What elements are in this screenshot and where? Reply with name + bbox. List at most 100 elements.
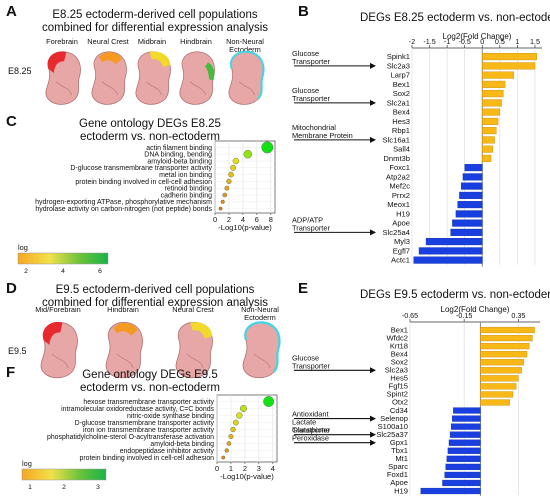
chartC-svg: 0 2 4 6 8-Log10(p-value) actin filament bindi… <box>17 140 276 275</box>
embryo-fold <box>186 353 204 369</box>
panel-f-title-line1: Gene ontology DEGs E9.5 <box>82 369 218 381</box>
panel-d-embryos: Mid/Forebrain Hindbrain Neural Crest Non-Ne… <box>35 305 288 379</box>
term-label: D-glucose transmembrane transporter acti… <box>75 420 215 427</box>
dot <box>220 199 225 204</box>
dot <box>226 178 232 185</box>
panel-b-label: B <box>298 3 309 20</box>
embryo-2 <box>135 51 171 105</box>
x-tick-label: 4 <box>241 215 245 224</box>
bar-egfl7 <box>418 247 483 255</box>
category-label: Tbx1 <box>391 446 408 455</box>
annotation-arrowhead <box>370 136 376 143</box>
x-tick-label: 0.5 <box>495 37 505 46</box>
embryo-body <box>228 51 264 105</box>
x-tick-label: 2 <box>243 464 247 473</box>
category-label: Hes5 <box>390 374 408 383</box>
dot <box>221 455 226 460</box>
category-label: Slc16a1 <box>383 135 410 144</box>
annotation-text: ADP/ATP <box>292 215 323 224</box>
dot <box>228 434 234 439</box>
annotation-text: Transporter <box>292 361 330 370</box>
x-tick-label: 8 <box>269 215 273 224</box>
embryo-0 <box>40 321 78 379</box>
dot <box>232 419 239 426</box>
panel-c-title-line1: Gene ontology DEGs E8.25 <box>79 118 221 130</box>
bar-wfdc2 <box>480 334 533 342</box>
category-label: Sox2 <box>393 89 410 98</box>
panel-d-title: E9.5 ectoderm-derived cell populations c… <box>30 284 280 310</box>
x-tick-label: 0 <box>480 37 484 46</box>
annotation-arrowhead <box>370 62 376 69</box>
bar-bex4 <box>480 351 528 358</box>
category-label: Atp2a2 <box>386 172 410 181</box>
panel-f-title-line2: ectoderm vs. non-ectoderm <box>80 382 220 394</box>
term-label: cadherin binding <box>161 192 212 199</box>
category-label: S100a10 <box>378 422 408 431</box>
term-label: intramolecular oxidoreductase activity, … <box>61 406 214 413</box>
annotation-text: Transporter <box>292 94 330 103</box>
embryo-fold <box>253 353 271 369</box>
label-part: Hindbrain <box>107 305 139 314</box>
bar-bex1 <box>480 326 535 334</box>
embryo-region <box>190 322 213 339</box>
x-tick-label: 0.35 <box>511 311 525 320</box>
chartE-svg: Log2(Fold Change) -0.65 -0.15 0.35 Bex1Wfdc2… <box>292 305 540 496</box>
bar-sparc <box>445 463 481 470</box>
bar-fgf15 <box>480 383 517 390</box>
term-label: actin filament binding <box>146 145 212 152</box>
embryo-region <box>42 321 63 345</box>
dot <box>230 426 236 433</box>
embryo-fold <box>146 81 162 96</box>
category-label: Otx2 <box>392 398 408 407</box>
category-label: Apoe <box>392 219 410 228</box>
dot <box>261 141 274 154</box>
category-label: Bex4 <box>391 349 408 358</box>
x-tick-label: -0.65 <box>402 311 418 320</box>
bar-mef2c <box>460 182 483 190</box>
dot <box>232 157 240 165</box>
embryo-fold <box>239 81 255 96</box>
embryo-label: Neural Crest <box>172 305 213 314</box>
term-label: hydrogen-exporting ATPase, phosphorylati… <box>35 199 212 206</box>
embryo-label: Forebrain <box>46 37 78 46</box>
panel-c-title-line2: ectoderm vs. non-ectoderm <box>80 131 220 143</box>
term-label: hexose transmembrane transporter activit… <box>83 399 214 406</box>
bar-cd34 <box>453 407 481 414</box>
panel-e-chart: Log2(Fold Change) -0.65 -0.15 0.35 Bex1 Wfdc2… <box>290 302 548 496</box>
term-label: nitric-oxide synthase binding <box>127 413 214 420</box>
bar-myl3 <box>425 238 483 246</box>
term-label: endopeptidase inhibitor activity <box>120 448 215 455</box>
embryo-body <box>105 321 143 379</box>
category-label: Slc25a37 <box>376 430 408 439</box>
dot <box>240 405 247 412</box>
term-label: D-glucose transmembrane transporter acti… <box>70 165 212 172</box>
x-tick-label: 0 <box>213 215 217 224</box>
bar-sox2 <box>482 90 504 98</box>
legend-tick: 3 <box>96 484 100 491</box>
category-label: Sox2 <box>391 357 408 366</box>
category-label: Spint2 <box>386 390 408 399</box>
panel-a-title-line2: combined for differential expression ana… <box>41 22 269 34</box>
category-label: Bex1 <box>393 80 410 89</box>
panel-b-title: DEGs E8.25 ectoderm vs. non-ectoderm <box>360 12 550 24</box>
bar-atp2a2 <box>462 173 483 181</box>
legend-tick: 6 <box>98 268 102 275</box>
bar-spint2 <box>480 391 514 398</box>
embryo-region <box>98 52 122 65</box>
panel-a-stage: E8.25 <box>8 66 32 76</box>
embryo-label: Non-Neural Ectoderm <box>226 37 264 54</box>
bar-apoe <box>452 219 483 227</box>
bar-hes3 <box>482 117 499 125</box>
legend-bar <box>17 252 109 265</box>
annotation-arrowhead <box>370 367 376 374</box>
panel-e-label: E <box>298 280 309 297</box>
x-tick-label: 3 <box>257 464 261 473</box>
dot <box>263 396 275 407</box>
category-label: Egfl7 <box>393 246 410 255</box>
x-tick-label: -1.5 <box>423 37 435 46</box>
category-label: Foxc1 <box>389 163 410 172</box>
annotation-text: Transporter <box>292 426 330 435</box>
category-label: Mef2c <box>389 182 410 191</box>
annotation-text: Glucose <box>292 353 319 362</box>
bar-slc25a37 <box>449 431 481 438</box>
